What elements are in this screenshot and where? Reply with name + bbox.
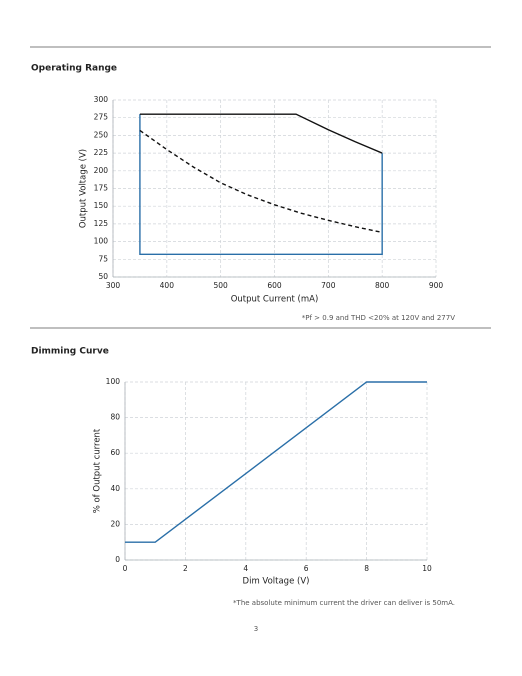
- y-tick-label: 200: [94, 166, 109, 175]
- footnote: *The absolute minimum current the driver…: [233, 599, 455, 607]
- x-tick-label: 600: [267, 281, 282, 290]
- y-tick-label: 50: [98, 272, 108, 281]
- y-tick-label: 125: [94, 219, 109, 228]
- section-title: Dimming Curve: [31, 347, 109, 357]
- y-tick-label: 20: [110, 519, 120, 528]
- x-tick-label: 400: [160, 281, 175, 290]
- y-axis-label: Output Voltage (V): [79, 149, 89, 228]
- y-axis-label: % of Output current: [93, 428, 103, 513]
- x-tick-label: 900: [429, 281, 444, 290]
- x-tick-label: 700: [321, 281, 336, 290]
- y-tick-label: 100: [106, 377, 121, 386]
- y-tick-label: 100: [94, 237, 109, 246]
- y-tick-label: 250: [94, 130, 109, 139]
- data-line: [139, 114, 383, 256]
- y-tick-label: 75: [98, 254, 108, 263]
- section-title: Operating Range: [31, 64, 117, 74]
- y-tick-label: 0: [115, 555, 120, 564]
- y-tick-label: 60: [110, 448, 120, 457]
- y-tick-label: 225: [94, 148, 109, 157]
- y-tick-label: 40: [110, 484, 120, 493]
- data-line: [139, 113, 383, 154]
- data-line: [139, 129, 383, 234]
- x-tick-label: 10: [422, 564, 432, 573]
- x-tick-label: 2: [183, 564, 188, 573]
- y-tick-label: 150: [94, 201, 109, 210]
- data-line: [125, 381, 427, 543]
- x-tick-label: 4: [243, 564, 248, 573]
- x-axis-label: Dim Voltage (V): [243, 577, 310, 587]
- y-tick-label: 175: [94, 184, 109, 193]
- y-tick-label: 300: [94, 95, 109, 104]
- x-tick-label: 800: [375, 281, 390, 290]
- y-tick-label: 80: [110, 413, 120, 422]
- page-number: 3: [254, 625, 258, 633]
- footnote: *Pf > 0.9 and THD <20% at 120V and 277V: [302, 314, 455, 322]
- x-tick-label: 0: [123, 564, 128, 573]
- x-axis-label: Output Current (mA): [231, 295, 319, 305]
- x-tick-label: 500: [214, 281, 229, 290]
- x-tick-label: 6: [304, 564, 309, 573]
- x-tick-label: 8: [364, 564, 369, 573]
- y-tick-label: 275: [94, 113, 109, 122]
- x-tick-label: 300: [106, 281, 121, 290]
